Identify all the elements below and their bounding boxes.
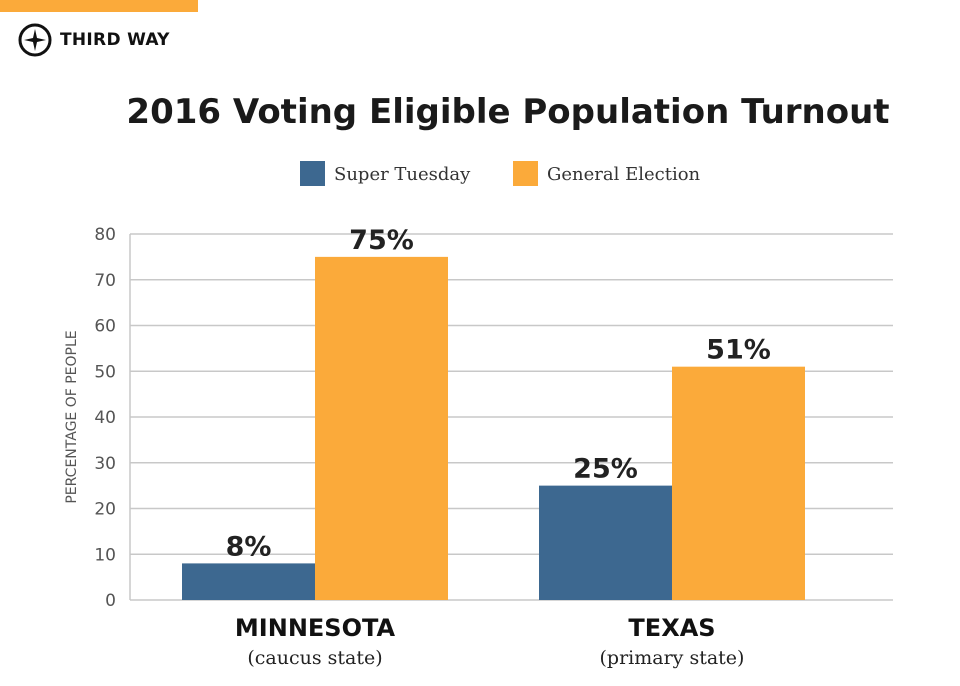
chart-title: 2016 Voting Eligible Population Turnout bbox=[126, 92, 889, 132]
category-sublabel: (primary state) bbox=[600, 647, 745, 669]
logo-text: THIRD WAY bbox=[60, 30, 170, 50]
legend-swatch-0 bbox=[300, 161, 325, 186]
y-tick-label: 70 bbox=[94, 271, 116, 291]
legend-label-1: General Election bbox=[547, 164, 701, 185]
brand-accent-bar bbox=[0, 0, 198, 12]
y-tick-label: 80 bbox=[94, 225, 116, 245]
bar-general-election bbox=[315, 256, 448, 600]
y-tick-label: 40 bbox=[94, 408, 116, 428]
data-label: 8% bbox=[226, 531, 272, 562]
compass-icon bbox=[18, 23, 52, 57]
y-axis-label: PERCENTAGE OF PEOPLE bbox=[64, 330, 80, 503]
category-label: TEXAS bbox=[628, 614, 715, 642]
category-sublabel: (caucus state) bbox=[247, 647, 382, 669]
y-tick-label: 0 bbox=[105, 591, 116, 611]
y-tick-label: 20 bbox=[94, 500, 116, 520]
y-tick-label: 50 bbox=[94, 362, 116, 382]
y-tick-label: 10 bbox=[94, 545, 116, 565]
y-tick-label: 30 bbox=[94, 454, 116, 474]
y-tick-label: 60 bbox=[94, 317, 116, 337]
bar-general-election bbox=[672, 366, 805, 600]
data-label: 51% bbox=[706, 335, 771, 366]
bar-super-tuesday bbox=[182, 563, 315, 600]
logo: THIRD WAY bbox=[18, 23, 170, 57]
data-label: 75% bbox=[349, 225, 414, 256]
data-label: 25% bbox=[573, 454, 638, 485]
category-label: MINNESOTA bbox=[235, 614, 396, 642]
bar-super-tuesday bbox=[539, 485, 672, 600]
legend-swatch-1 bbox=[513, 161, 538, 186]
legend-label-0: Super Tuesday bbox=[334, 164, 471, 185]
